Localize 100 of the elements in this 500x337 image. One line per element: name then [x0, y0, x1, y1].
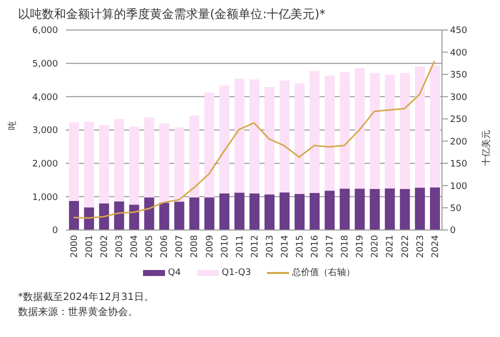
bar [310, 71, 320, 193]
legend-label: 总价值（右轴） [292, 266, 355, 279]
y-tick-label: 0 [52, 226, 58, 236]
bar [219, 86, 230, 194]
x-tick-label: 2012 [250, 235, 260, 258]
bar [400, 189, 410, 230]
x-tick-label: 2022 [400, 235, 411, 258]
bar [324, 190, 335, 230]
bar [144, 197, 154, 230]
text: *数据截至2024年12月31日。 [18, 290, 154, 305]
legend-label: Q1-Q3 [222, 268, 251, 278]
y-axis-title: 吨 [7, 121, 18, 130]
line-series [72, 60, 436, 219]
x-tick-label: 2004 [130, 234, 140, 258]
bar [204, 92, 214, 198]
y-tick-label: 2,000 [32, 160, 58, 170]
bar [159, 123, 170, 203]
bar [129, 204, 140, 230]
bar [354, 68, 365, 189]
bar [340, 72, 350, 189]
bar [384, 74, 395, 188]
source-note: 数据来源：世界黄金协会。 [18, 306, 139, 320]
bar [340, 188, 350, 230]
x-tick-label: 2017 [326, 235, 336, 258]
y2-tick-label: 300 [450, 92, 468, 103]
bar [249, 79, 260, 194]
x-tick-label: 2011 [235, 235, 246, 258]
x-tick-label: 2003 [115, 235, 126, 258]
x-tick-label: 2021 [386, 235, 396, 258]
x-tick-label: 2001 [84, 235, 95, 258]
x-tick-label: 2007 [175, 235, 186, 258]
bar [280, 80, 290, 192]
bar [294, 83, 305, 194]
y2-tick-label: 400 [450, 48, 468, 58]
x-tick-label: 2010 [220, 234, 230, 258]
bar [159, 202, 170, 230]
chart-title: 以吨数和金额计算的季度黄金需求量(金额单位:十亿美元)* [18, 6, 326, 23]
y2-tick-label: 100 [450, 182, 468, 192]
bar [249, 193, 260, 230]
x-tick-label: 2014 [280, 234, 290, 258]
y2-tick-label: 200 [450, 137, 468, 148]
bar [354, 188, 365, 230]
bar [370, 189, 380, 230]
bar [84, 122, 94, 208]
x-tick-label: 2000 [70, 234, 80, 258]
y-tick-label: 1,000 [32, 192, 58, 203]
bar [99, 203, 110, 230]
x-tick-label: 2016 [310, 234, 321, 258]
bar [324, 76, 335, 191]
x-tick-label: 2015 [296, 235, 306, 258]
x-tick-label: 2024 [430, 234, 441, 258]
bar [430, 65, 440, 188]
bar [400, 73, 410, 189]
y2-tick-label: 350 [450, 70, 468, 81]
bar [69, 201, 79, 230]
y-tick-label: 4,000 [32, 92, 58, 103]
x-tick-label: 2002 [100, 235, 110, 258]
bar [189, 116, 200, 198]
bar [294, 194, 305, 230]
bar [414, 188, 425, 230]
bar [264, 194, 275, 230]
bar [234, 192, 244, 230]
bar [174, 202, 184, 230]
bar [414, 66, 425, 188]
bar [69, 122, 79, 201]
bar [144, 117, 154, 198]
legend-label: Q4 [168, 268, 181, 278]
bar [189, 197, 200, 230]
y-tick-label: 6,000 [32, 26, 58, 36]
bar [204, 197, 214, 230]
bar [114, 201, 124, 230]
bar [219, 193, 230, 230]
x-tick-label: 2009 [205, 234, 216, 258]
bar [280, 192, 290, 230]
y-tick-label: 5,000 [32, 60, 58, 70]
bar [264, 87, 275, 194]
bar [430, 187, 440, 230]
y2-tick-label: 150 [450, 160, 468, 170]
x-tick-label: 2006 [160, 234, 170, 258]
y-tick-label: 3,000 [32, 126, 58, 136]
x-tick-label: 2008 [190, 234, 200, 258]
bar [370, 73, 380, 189]
y2-tick-label: 50 [450, 204, 462, 214]
x-tick-label: 2005 [145, 235, 156, 258]
x-tick-label: 2013 [265, 235, 276, 258]
bar [310, 193, 320, 230]
x-tick-label: 2020 [370, 234, 381, 258]
y2-tick-label: 250 [450, 115, 468, 126]
bar [234, 78, 244, 193]
bar [84, 207, 94, 230]
y2-tick-label: 450 [450, 26, 468, 36]
x-tick-label: 2019 [356, 234, 366, 258]
bar [129, 126, 140, 205]
x-tick-label: 2023 [416, 235, 426, 258]
y2-axis-title: 十亿美元 [481, 130, 492, 166]
x-tick-label: 2018 [340, 234, 351, 258]
y2-tick-label: 0 [450, 226, 456, 236]
bar [114, 119, 124, 202]
bar [174, 127, 184, 202]
bar [384, 188, 395, 230]
